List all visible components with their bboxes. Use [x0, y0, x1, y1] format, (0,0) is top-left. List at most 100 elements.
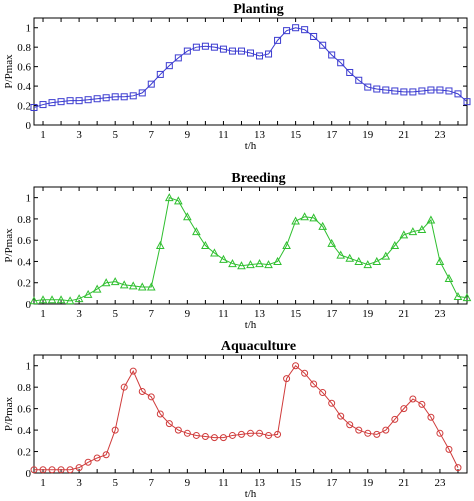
data-point-square [463, 98, 471, 106]
data-point-square [192, 43, 200, 51]
x-axis-label: t/h [245, 140, 257, 152]
data-point-triangle [426, 215, 436, 224]
x-tick-label: 3 [76, 477, 82, 489]
data-point-triangle [264, 260, 273, 269]
data-point-square [418, 87, 426, 95]
data-point-triangle [453, 291, 463, 301]
chart-title: Planting [233, 2, 284, 17]
data-point-triangle [399, 230, 409, 239]
data-point-square [274, 36, 282, 44]
x-axis-label: t/h [245, 488, 257, 500]
chart-title: Breeding [231, 171, 285, 186]
data-point-square [355, 76, 363, 84]
data-point-circle [192, 431, 200, 439]
series-line [33, 196, 468, 302]
x-tick-label: 15 [290, 129, 302, 141]
data-point-square [427, 86, 435, 94]
data-point-circle [48, 466, 56, 474]
data-point-square [66, 97, 74, 105]
data-point-square [111, 93, 119, 101]
data-point-triangle [282, 240, 291, 249]
x-tick-label: 9 [185, 477, 191, 489]
data-point-circle [355, 426, 363, 434]
data-point-triangle [65, 296, 75, 305]
y-tick-label: 1 [26, 23, 32, 35]
data-point-square [84, 96, 92, 104]
y-tick-label: 0.4 [17, 425, 31, 437]
x-tick-label: 7 [149, 477, 155, 489]
data-point-circle [66, 466, 74, 474]
data-point-triangle [83, 289, 93, 298]
data-point-circle [93, 454, 101, 462]
x-tick-label: 3 [76, 129, 82, 141]
data-point-triangle [219, 254, 228, 263]
chart-title: Aquaculture [221, 339, 296, 354]
data-point-circle [301, 369, 309, 377]
y-tick-label: 0.4 [17, 81, 31, 93]
data-point-triangle [228, 259, 237, 268]
data-point-square [292, 24, 300, 32]
data-point-square [147, 80, 155, 88]
data-point-square [364, 83, 372, 91]
data-point-square [328, 51, 336, 59]
data-point-triangle [155, 240, 165, 249]
data-point-square [256, 52, 264, 60]
data-point-triangle [192, 227, 201, 236]
data-point-circle [30, 466, 38, 474]
x-tick-label: 17 [326, 129, 338, 141]
data-point-circle [427, 413, 435, 421]
data-point-square [409, 88, 417, 96]
data-point-circle [219, 434, 227, 442]
data-point-square [219, 45, 227, 53]
data-point-circle [400, 405, 408, 413]
data-point-triangle [246, 260, 255, 269]
data-point-square [301, 26, 309, 34]
data-point-triangle [408, 227, 418, 236]
data-point-circle [120, 383, 128, 391]
x-tick-label: 21 [398, 477, 409, 489]
data-point-square [283, 27, 291, 35]
data-point-triangle [201, 240, 210, 249]
data-point-triangle [255, 259, 264, 268]
data-point-circle [84, 458, 92, 466]
data-point-triangle [146, 282, 156, 291]
data-point-circle [409, 395, 417, 403]
x-axis-label: t/h [245, 319, 257, 331]
data-point-circle [319, 389, 327, 397]
x-tick-label: 5 [112, 477, 118, 489]
y-tick-label: 1 [26, 361, 32, 373]
x-tick-label: 21 [398, 308, 409, 320]
data-point-circle [292, 362, 300, 370]
data-point-circle [129, 367, 137, 375]
y-tick-label: 0 [26, 120, 32, 132]
data-point-triangle [417, 224, 427, 234]
data-point-circle [102, 451, 110, 459]
data-point-square [310, 32, 318, 40]
data-point-triangle [38, 295, 48, 304]
data-point-square [346, 68, 354, 76]
x-tick-label: 15 [290, 308, 302, 320]
data-point-circle [310, 380, 318, 388]
x-tick-label: 19 [362, 129, 374, 141]
data-point-square [265, 50, 273, 58]
data-point-square [373, 85, 381, 93]
data-point-circle [147, 393, 155, 401]
data-point-circle [111, 426, 119, 434]
data-point-circle [247, 429, 254, 437]
data-point-square [48, 99, 56, 107]
data-point-triangle [300, 212, 309, 221]
data-point-square [165, 62, 173, 70]
x-tick-label: 7 [149, 308, 155, 320]
data-point-square [138, 89, 146, 97]
y-tick-label: 0.8 [17, 382, 31, 394]
y-axis-label: P/Pmax [3, 54, 15, 89]
data-point-square [156, 70, 164, 78]
x-tick-label: 17 [326, 477, 338, 489]
data-point-triangle [354, 256, 364, 265]
x-tick-label: 15 [290, 477, 302, 489]
data-point-square [436, 86, 444, 94]
data-point-circle [156, 410, 164, 418]
data-point-square [382, 86, 390, 94]
data-point-triangle [390, 240, 400, 249]
